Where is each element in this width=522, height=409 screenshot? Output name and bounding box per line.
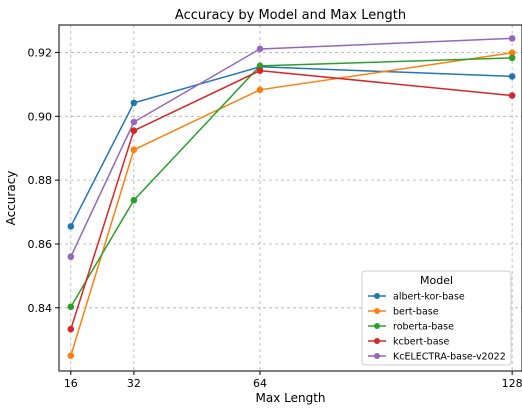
data-point-roberta-base [508,54,516,62]
y-tick-label: 0.86 [28,238,53,251]
y-axis-ticks: 0.84 0.86 0.88 0.90 0.92 [28,46,59,315]
plot-frame [58,24,522,372]
series-line-kcelectra-base-v2022 [70,37,513,258]
data-point-kcbert-base [130,127,138,134]
data-point-bert-base [256,86,264,94]
data-point-albert-kor-base [67,223,75,230]
x-tick-label: 32 [127,377,141,390]
y-tick-label: 0.88 [28,174,53,187]
x-tick-label: 16 [64,377,78,390]
legend-label: kcbert-base [393,337,449,348]
data-point-roberta-base [67,303,75,311]
legend-swatch-marker [374,323,380,329]
series-markers [67,35,516,359]
x-tick-label: 128 [502,377,522,390]
legend-item-albert-kor-base: albert-kor-base [368,292,465,303]
chart-title: Accuracy by Model and Max Length [175,8,406,23]
legend-item-kcbert-base: kcbert-base [368,337,449,348]
data-point-bert-base [508,49,516,57]
data-point-kcbert-base [67,325,75,333]
series-lines [70,37,513,356]
series-line-albert-kor-base [70,66,513,227]
data-point-kcbert-base [256,67,264,74]
y-axis-label: Accuracy [4,171,18,226]
legend-box [361,270,512,366]
legend-label: roberta-base [393,322,454,333]
x-axis-label: Max Length [255,391,325,405]
legend-item-roberta-base: roberta-base [368,322,454,333]
y-tick-label: 0.92 [28,46,53,59]
legend-swatch-marker [374,353,380,359]
x-tick-label: 64 [253,377,267,390]
data-point-bert-base [67,352,75,359]
data-point-bert-base [130,146,138,154]
legend-title: Model [420,274,453,287]
legend-entries: albert-kor-base bert-base roberta-base kcbe… [368,292,506,363]
data-point-kcelectra-base-v2022 [256,45,264,53]
series-line-kcbert-base [70,69,513,330]
data-point-kcbert-base [508,92,516,99]
legend: Model albert-kor-base bert-base roberta-ba… [361,270,512,366]
legend-item-kcelectra-base-v2022: KcELECTRA-base-v2022 [368,352,506,363]
series-line-roberta-base [70,57,513,308]
legend-label: albert-kor-base [393,292,465,303]
legend-swatch-marker [374,293,380,299]
legend-item-bert-base: bert-base [368,307,439,318]
data-point-kcelectra-base-v2022 [130,118,138,126]
data-point-albert-kor-base [508,73,516,80]
data-point-kcelectra-base-v2022 [508,35,516,42]
legend-label: bert-base [393,307,439,318]
x-axis-ticks: 16 32 64 128 [64,371,522,390]
data-point-roberta-base [256,62,264,70]
legend-swatch-marker [374,308,380,314]
y-tick-label: 0.90 [28,110,53,123]
data-point-albert-kor-base [130,99,138,107]
data-point-kcelectra-base-v2022 [67,253,75,261]
data-point-roberta-base [130,196,138,204]
legend-swatch-marker [374,338,380,344]
legend-label: KcELECTRA-base-v2022 [393,352,506,363]
y-tick-label: 0.84 [28,302,53,315]
